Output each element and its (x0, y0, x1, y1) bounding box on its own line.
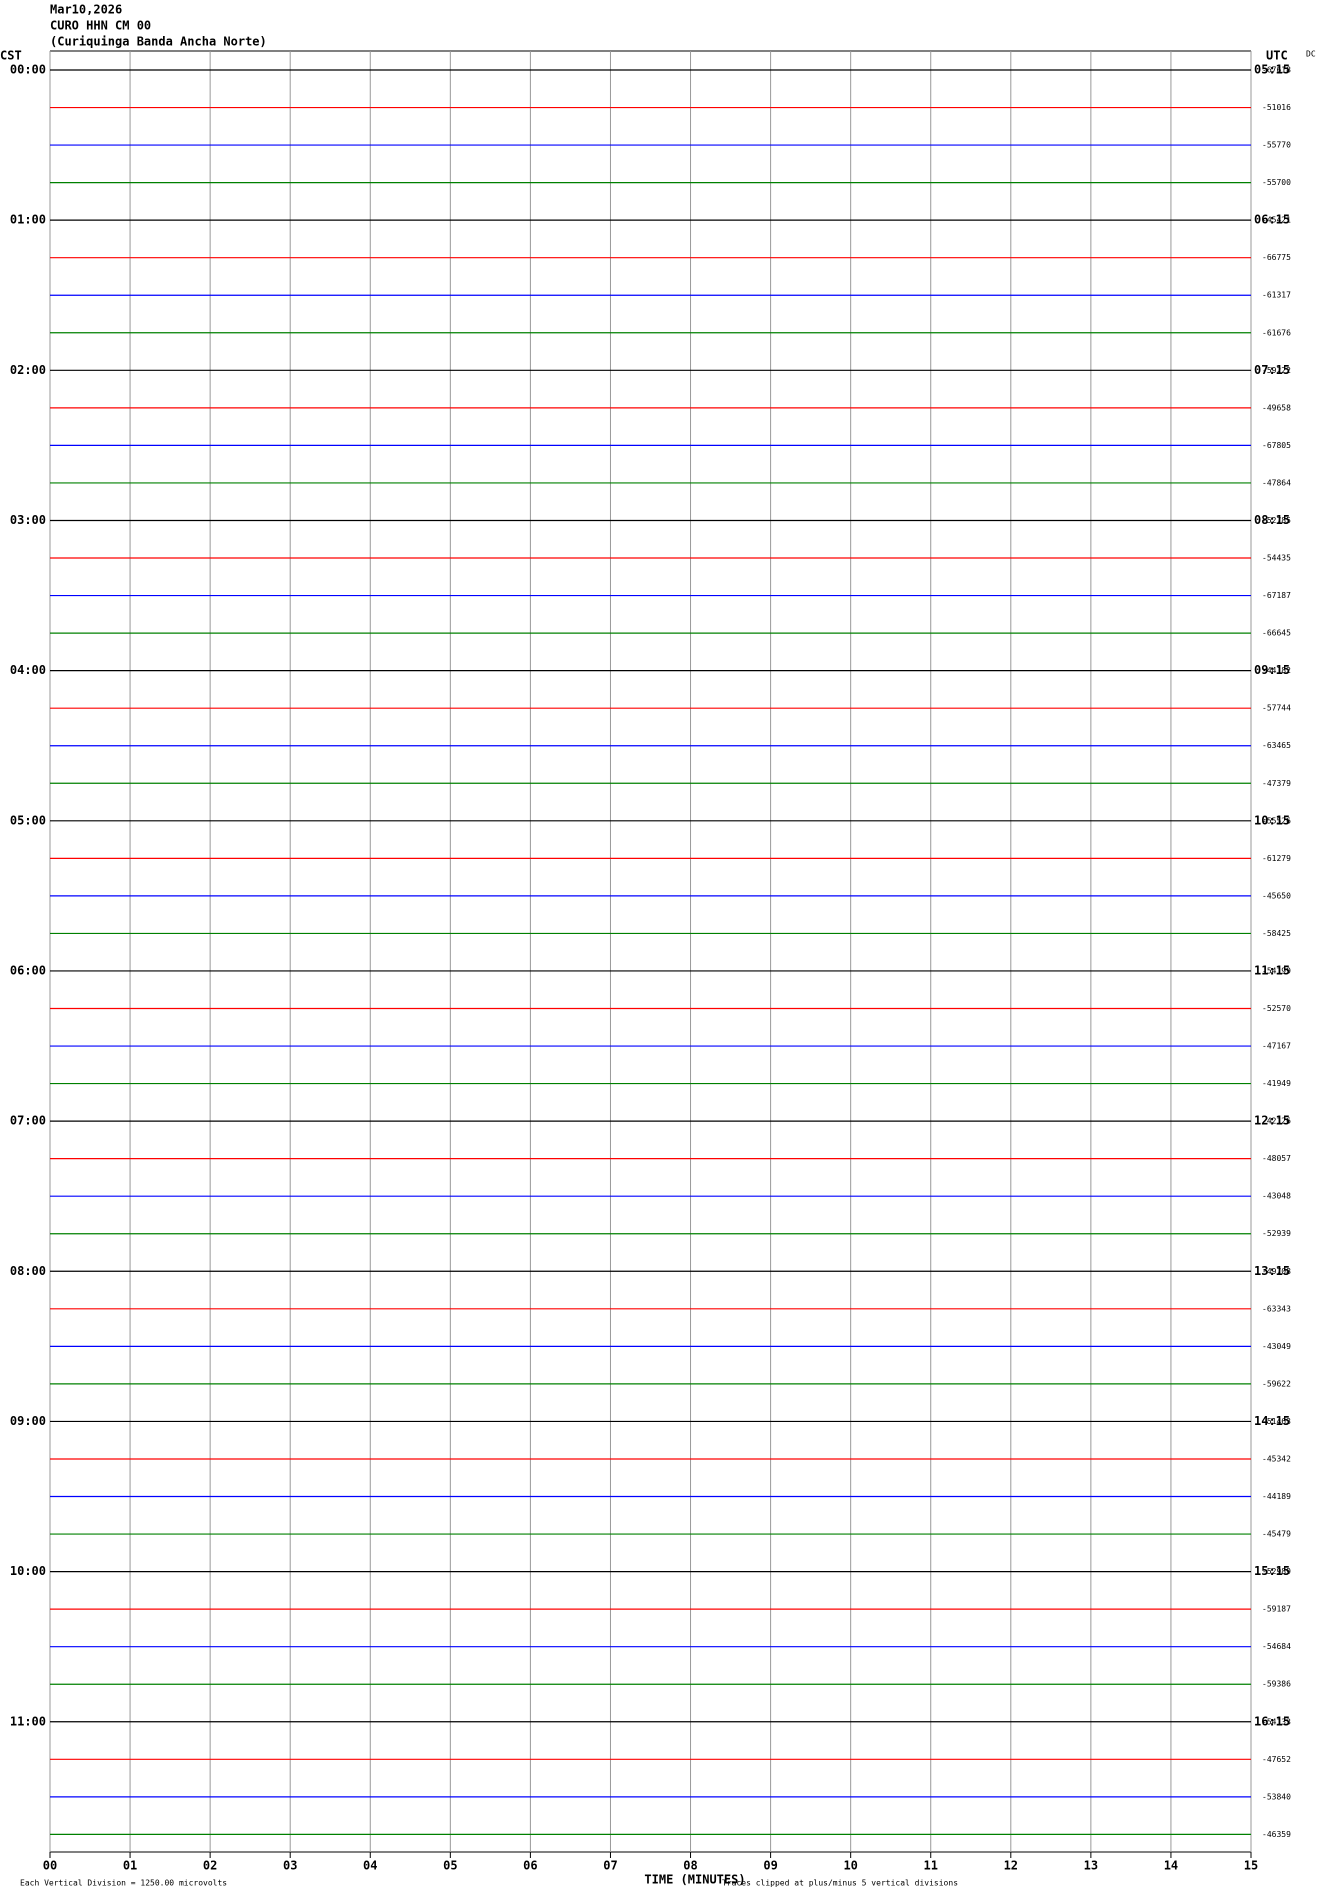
utc-label: 05:15 (1254, 63, 1290, 77)
cst-label: 08:00 (10, 1264, 46, 1278)
dc-value: -63343 (1262, 1304, 1291, 1313)
cst-label: 11:00 (10, 1714, 46, 1728)
dc-value: -57744 (1262, 704, 1291, 713)
dc-value: -48057 (1262, 1154, 1291, 1163)
dc-value: -61676 (1262, 328, 1291, 337)
dc-value: -54684 (1262, 1642, 1291, 1651)
utc-label: 12:15 (1254, 1114, 1290, 1128)
cst-label: 10:00 (10, 1564, 46, 1578)
dc-value: -53840 (1262, 1792, 1291, 1801)
utc-label: 16:15 (1254, 1714, 1290, 1728)
x-tick-label: 00 (43, 1859, 57, 1873)
x-tick-label: 01 (123, 1859, 137, 1873)
x-tick-label: 11 (924, 1859, 938, 1873)
dc-value: -49658 (1262, 403, 1291, 412)
x-tick-label: 15 (1244, 1859, 1258, 1873)
dc-header: DC (1306, 50, 1316, 59)
x-tick-label: 10 (843, 1859, 857, 1873)
dc-value: -54133 (1262, 1717, 1291, 1726)
dc-value: -43049 (1262, 1342, 1291, 1351)
x-tick-label: 02 (203, 1859, 217, 1873)
dc-value: -47379 (1262, 779, 1291, 788)
cst-label: 05:00 (10, 813, 46, 827)
dc-value: -63465 (1262, 741, 1291, 750)
left-zone: CST (0, 49, 22, 63)
x-tick-label: 13 (1084, 1859, 1098, 1873)
scale-note: Each Vertical Division = 1250.00 microvo… (20, 1879, 227, 1888)
dc-value: -47864 (1262, 478, 1291, 487)
utc-label: 14:15 (1254, 1414, 1290, 1428)
dc-value: -43048 (1262, 1192, 1291, 1201)
dc-value: -45342 (1262, 1454, 1291, 1463)
utc-label: 10:15 (1254, 813, 1290, 827)
dc-value: -49708 (1262, 1267, 1291, 1276)
dc-value: -42126 (1262, 1117, 1291, 1126)
dc-value: -51463 (1262, 1417, 1291, 1426)
dc-value: -44182 (1262, 666, 1291, 675)
dc-value: -54199 (1262, 966, 1291, 975)
dc-value: -55700 (1262, 178, 1291, 187)
cst-label: 01:00 (10, 213, 46, 227)
right-zone: UTC (1266, 49, 1288, 63)
dc-value: -52939 (1262, 1229, 1291, 1238)
cst-label: 06:00 (10, 963, 46, 977)
utc-label: 09:15 (1254, 663, 1290, 677)
dc-value: -66775 (1262, 253, 1291, 262)
utc-label: 07:15 (1254, 363, 1290, 377)
dc-value: -67187 (1262, 591, 1291, 600)
cst-label: 03:00 (10, 513, 46, 527)
x-tick-label: 06 (523, 1859, 537, 1873)
dc-value: -47167 (1262, 1042, 1291, 1051)
cst-label: 02:00 (10, 363, 46, 377)
dc-value: -61279 (1262, 854, 1291, 863)
dc-value: -51016 (1262, 103, 1291, 112)
dc-value: -44189 (1262, 1492, 1291, 1501)
x-tick-label: 05 (443, 1859, 457, 1873)
dc-value: -55770 (1262, 141, 1291, 150)
utc-label: 11:15 (1254, 963, 1290, 977)
cst-label: 09:00 (10, 1414, 46, 1428)
dc-value: -45421 (1262, 216, 1291, 225)
dc-value: -45650 (1262, 891, 1291, 900)
x-tick-label: 09 (763, 1859, 777, 1873)
dc-value: -59622 (1262, 1379, 1291, 1388)
dc-value: -41949 (1262, 1079, 1291, 1088)
dc-value: -52989 (1262, 1567, 1291, 1576)
dc-value: -66645 (1262, 629, 1291, 638)
utc-label: 06:15 (1254, 213, 1290, 227)
cst-label: 04:00 (10, 663, 46, 677)
dc-value: -58425 (1262, 929, 1291, 938)
dc-value: -59222 (1262, 366, 1291, 375)
x-axis-title: TIME (MINUTES) (644, 1873, 745, 1887)
x-tick-label: 07 (603, 1859, 617, 1873)
cst-label: 07:00 (10, 1114, 46, 1128)
dc-value: -59386 (1262, 1680, 1291, 1689)
utc-label: 13:15 (1254, 1264, 1290, 1278)
dc-value: -52570 (1262, 1004, 1291, 1013)
x-tick-label: 08 (683, 1859, 697, 1873)
x-tick-label: 12 (1004, 1859, 1018, 1873)
clip-note: Traces clipped at plus/minus 5 vertical … (722, 1879, 958, 1888)
dc-value: -54435 (1262, 554, 1291, 563)
cst-label: 00:00 (10, 63, 46, 77)
dc-value: -45479 (1262, 1530, 1291, 1539)
station: CURO HHN CM 00 (50, 19, 151, 33)
x-tick-label: 14 (1164, 1859, 1178, 1873)
dc-value: -47652 (1262, 1755, 1291, 1764)
utc-label: 08:15 (1254, 513, 1290, 527)
dc-value: -46359 (1262, 1830, 1291, 1839)
dc-value: -59187 (1262, 1605, 1291, 1614)
utc-label: 15:15 (1254, 1564, 1290, 1578)
dc-value: -67805 (1262, 441, 1291, 450)
x-tick-label: 03 (283, 1859, 297, 1873)
dc-value: -61317 (1262, 291, 1291, 300)
dc-value: -67618 (1262, 66, 1291, 75)
x-tick-label: 04 (363, 1859, 377, 1873)
dc-value: -52785 (1262, 516, 1291, 525)
dc-value: -55526 (1262, 816, 1291, 825)
station-name: (Curiquinga Banda Ancha Norte) (50, 35, 267, 49)
date: Mar10,2026 (50, 3, 122, 17)
